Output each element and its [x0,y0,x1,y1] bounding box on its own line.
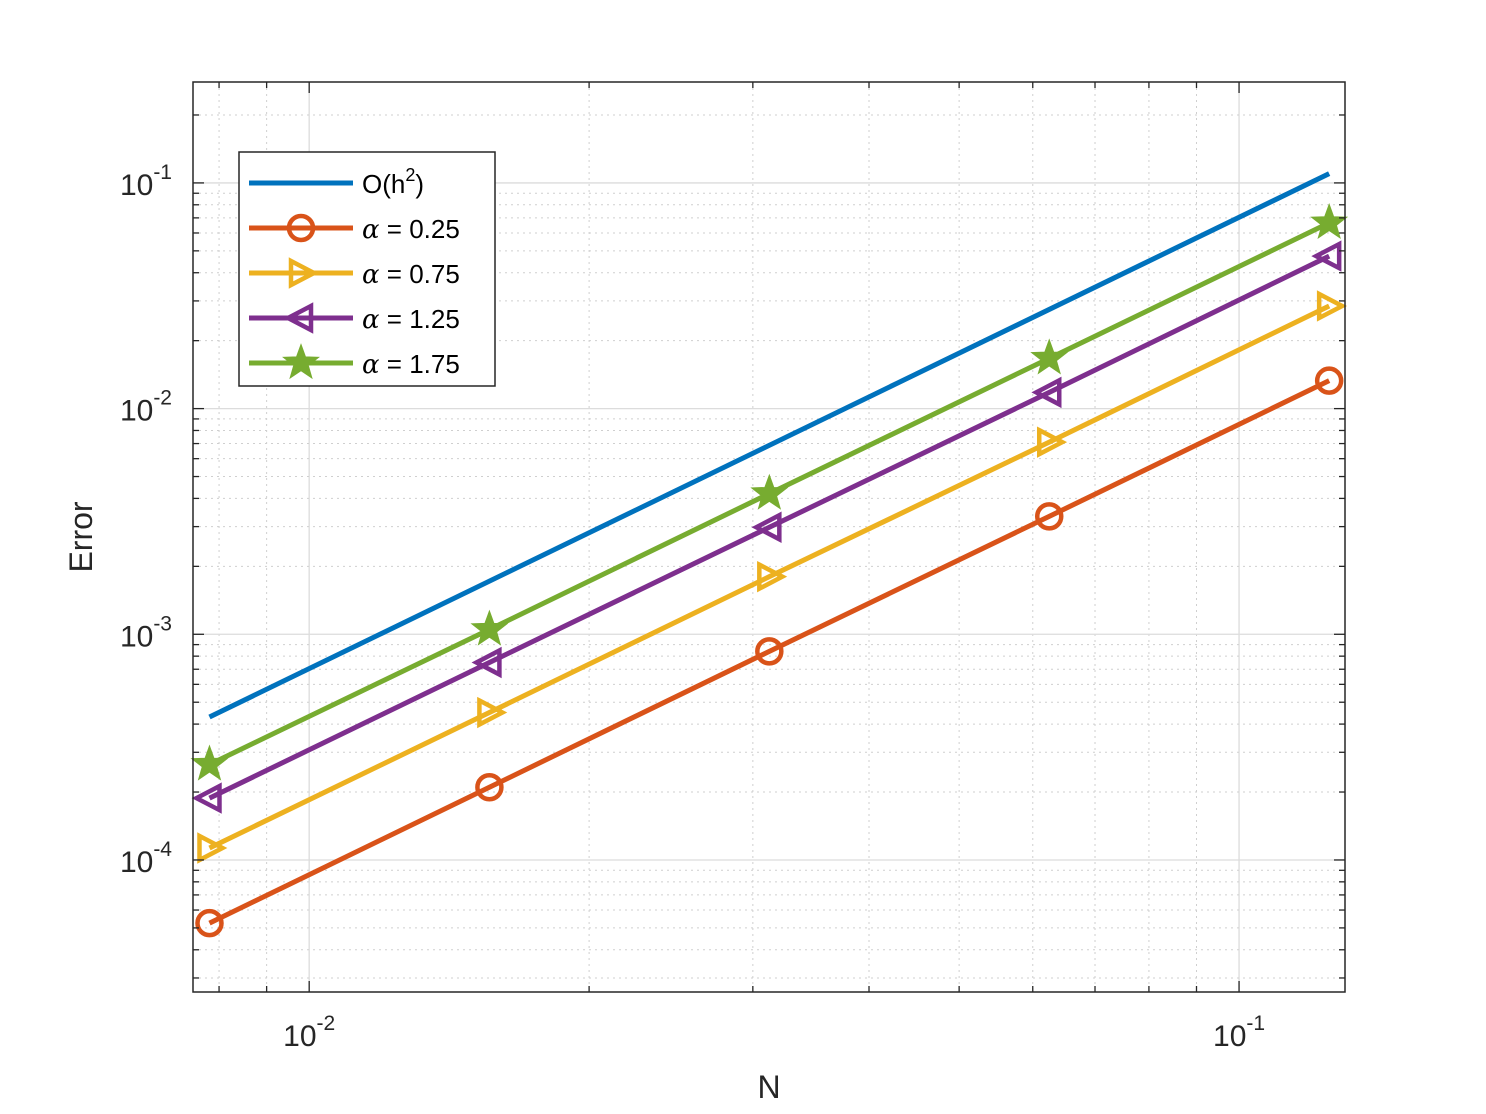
legend-marker [286,213,316,243]
data-point-marker [1316,290,1348,322]
legend-label: α = 0.75 [362,259,460,290]
legend-box [238,151,496,387]
data-point-marker [1030,338,1069,375]
plot-frame [192,81,1346,993]
data-point-marker [477,696,508,729]
x-tick-label: 10-2 [283,1012,335,1053]
data-point-marker [1314,366,1344,395]
legend-marker [283,302,314,334]
legend-entry: α = 0.75 [249,257,460,290]
x-axis-label: N [757,1069,780,1105]
legend-entry: O(h2) [249,165,424,199]
legend-label: O(h2) [362,165,424,199]
axis-ticks: 10-2 10-1 10-4 10-3 10-2 10-1 [120,82,1345,1053]
legend-marker [288,257,319,289]
legend: O(h2) α = 0.25 α = 0.75 α = 1.25 α = 1.75 [238,151,496,387]
legend-marker [282,343,320,380]
y-tick-label: 10-2 [120,387,172,428]
y-tick-label: 10-1 [120,161,172,202]
legend-label: α = 1.75 [362,349,460,380]
data-point-marker [190,744,229,781]
y-tick-label: 10-3 [120,612,172,653]
data-point-marker [195,908,224,938]
series-1 [195,366,1344,938]
series-line [208,171,1331,720]
data-point-marker [1034,502,1064,531]
series-3 [191,240,1342,814]
legend-entry: α = 1.75 [249,343,460,380]
data-point-marker [475,772,504,802]
data-point-marker [471,646,502,679]
series-line [208,378,1331,926]
data-point-marker [1311,240,1342,272]
legend-entry: α = 0.25 [249,213,460,245]
legend-entry: α = 1.25 [249,302,460,335]
series-4 [190,202,1349,781]
data-point-marker [1036,426,1068,458]
data-point-marker [755,637,784,666]
series-0 [208,171,1331,720]
series-line [208,253,1331,801]
data-point-marker [1031,376,1062,409]
legend-label: α = 1.25 [362,304,460,335]
data-point-marker [757,560,788,593]
series-2 [197,290,1348,864]
x-tick-label: 10-1 [1213,1012,1265,1053]
legend-label: α = 0.25 [362,214,460,245]
grid [193,82,1345,992]
data-point-marker [191,782,222,814]
y-axis-label: Error [63,501,99,572]
data-point-marker [470,609,509,646]
data-point-marker [751,511,782,543]
series-line [208,303,1331,851]
y-tick-label: 10-4 [120,838,172,879]
series-group [190,171,1349,938]
data-point-marker [197,832,228,864]
data-point-marker [750,473,789,510]
